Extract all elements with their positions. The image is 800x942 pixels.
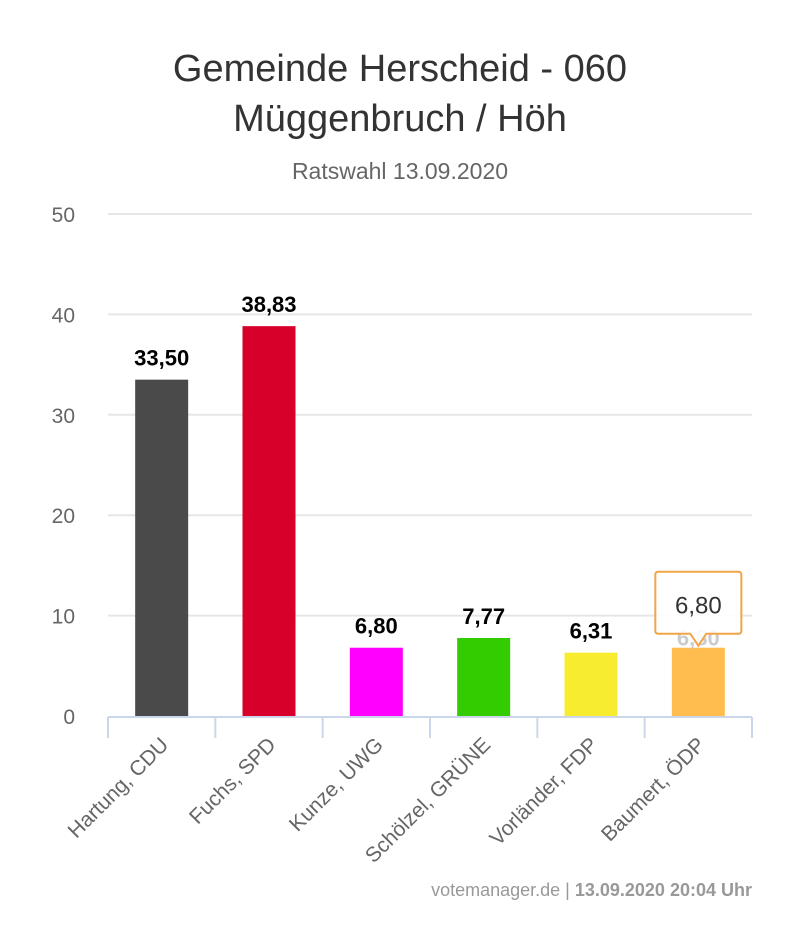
data-label: 6,31 [570, 619, 613, 644]
y-tick-label: 0 [63, 706, 75, 729]
y-tick-label: 50 [52, 204, 75, 227]
x-tick-label: Vorländer, FDP [486, 733, 603, 850]
y-tick-label: 10 [52, 606, 75, 629]
x-tick-label: Baumert, ÖDP [597, 733, 710, 846]
y-tick-label: 20 [52, 505, 75, 528]
tooltip-box [654, 570, 743, 648]
chart-title: Gemeinde Herscheid - 060 [172, 48, 628, 90]
x-tick-label: Fuchs, SPD [185, 733, 280, 828]
x-tick-label: Kunze, UWG [285, 733, 388, 836]
chart-subtitle: Ratswahl 13.09.2020 [291, 158, 509, 184]
credits[interactable]: votemanager.de | 13.09.2020 20:04 Uhr [431, 880, 752, 901]
bar[interactable] [564, 652, 618, 716]
credits-site[interactable]: votemanager.de [431, 880, 561, 900]
x-tick-label: Hartung, CDU [64, 733, 174, 843]
chart-title-line2: Müggenbruch / Höh [233, 98, 567, 140]
bar[interactable] [242, 326, 296, 716]
data-label: 7,77 [462, 604, 505, 629]
bar[interactable] [671, 647, 725, 716]
tooltip-value: 6,80 [675, 593, 722, 620]
y-tick-label: 30 [52, 405, 75, 428]
data-label: 38,83 [241, 292, 296, 317]
bar[interactable] [349, 647, 403, 716]
data-label: 6,80 [355, 614, 398, 639]
data-label: 33,50 [134, 346, 189, 371]
y-tick-label: 40 [52, 304, 75, 327]
credits-separator: | [560, 880, 575, 900]
credits-timestamp: 13.09.2020 20:04 Uhr [574, 880, 752, 900]
bar[interactable] [457, 637, 511, 716]
bar[interactable] [135, 379, 189, 716]
